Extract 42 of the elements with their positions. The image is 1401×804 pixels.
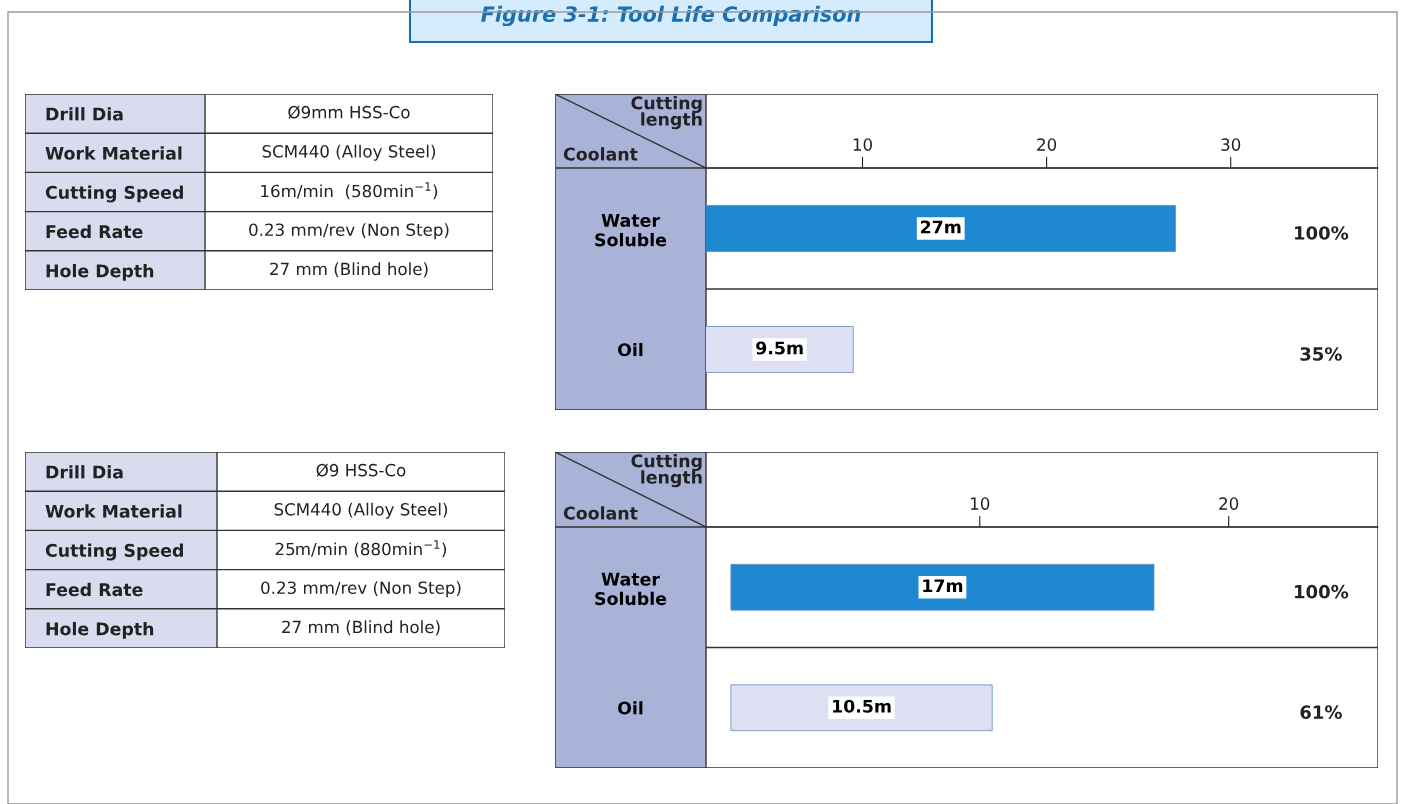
text: 0.23 mm/rev (Non Step)	[249, 223, 449, 240]
text: Feed Rate	[46, 224, 143, 239]
x-axis-title: Cutting length	[631, 96, 702, 130]
x-tick-label: 10	[853, 138, 872, 151]
text: Drill Dia	[46, 107, 123, 121]
text: Work Material	[45, 146, 182, 160]
y-tick-label: Water Soluble	[595, 214, 667, 247]
x-tick-label: 10	[971, 497, 990, 510]
text: 25m/min (880min$^{−1}$)	[275, 540, 446, 558]
y-axis-title: Coolant	[563, 506, 638, 520]
text: Feed Rate	[46, 582, 143, 597]
text: SCM440 (Alloy Steel)	[262, 144, 436, 161]
data-label: 17m	[923, 579, 963, 593]
data-label: 27m	[920, 220, 961, 234]
text: 0.23 mm/rev (Non Step)	[261, 581, 461, 598]
annotation: 100%	[1295, 584, 1349, 599]
text: 16m/min (580min$^{−1}$)	[261, 182, 438, 200]
text: Ø9 HSS-Co	[316, 463, 406, 477]
text: 27 mm (Blind hole)	[282, 620, 440, 636]
text: Figure 3-1: Tool Life Comparison	[481, 5, 861, 27]
data-label: 9.5m	[756, 341, 803, 355]
annotation: 61%	[1300, 705, 1342, 720]
text: Cutting Speed	[45, 185, 183, 203]
y-tick-label: Oil	[618, 342, 643, 357]
y-tick-label: Oil	[618, 701, 643, 715]
x-axis-title: Cutting length	[631, 454, 702, 488]
text: Work Material	[45, 504, 182, 518]
x-tick-label: 30	[1221, 138, 1241, 151]
text: Hole Depth	[46, 621, 154, 639]
data-label: 10.5m	[833, 699, 891, 713]
x-tick-label: 20	[1219, 497, 1239, 510]
text: 27 mm (Blind hole)	[270, 262, 428, 278]
annotation: 100%	[1295, 226, 1349, 240]
text: Ø9mm HSS-Co	[288, 105, 410, 119]
text: SCM440 (Alloy Steel)	[274, 502, 448, 519]
y-axis-title: Coolant	[563, 147, 638, 161]
annotation: 35%	[1300, 347, 1342, 361]
x-tick-label: 20	[1037, 138, 1057, 151]
text: Drill Dia	[46, 465, 123, 479]
text: Cutting Speed	[45, 543, 183, 561]
y-tick-label: Water Soluble	[595, 572, 667, 606]
text: Hole Depth	[46, 263, 154, 281]
